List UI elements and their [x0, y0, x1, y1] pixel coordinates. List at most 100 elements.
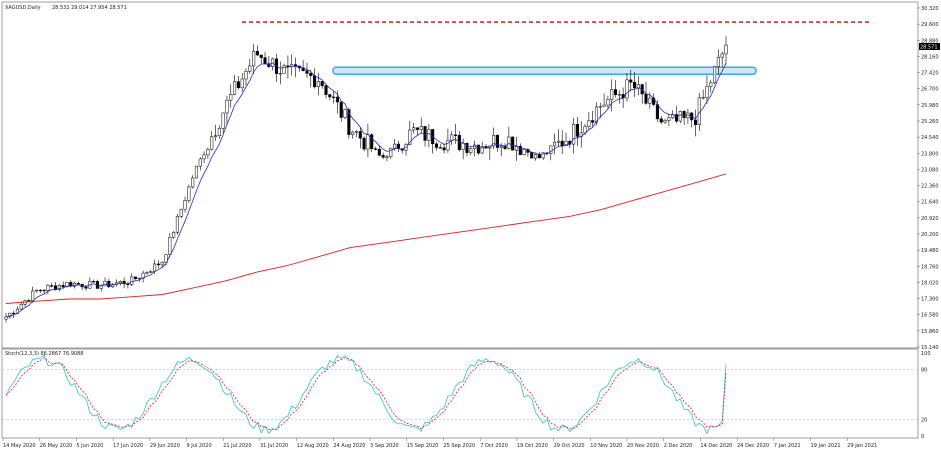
candle-body [389, 147, 393, 158]
candle-body [160, 262, 164, 266]
candle-body [499, 145, 503, 148]
candle-body [674, 114, 679, 122]
candle-body [92, 281, 96, 283]
candle-body [537, 154, 541, 159]
candle-body [164, 254, 168, 263]
candle-body [553, 141, 557, 147]
price-panel-frame [1, 1, 919, 349]
candle-body [648, 97, 652, 104]
oscillator-axis: 100 80 20 0 [921, 351, 931, 440]
time-tick-label: 3 Sep 2020 [370, 443, 399, 449]
candle-body [492, 134, 496, 147]
candle-body [103, 280, 107, 287]
candle-body [587, 120, 591, 127]
candle-body [713, 66, 717, 84]
candle-body [377, 148, 381, 156]
candle-body [602, 104, 606, 107]
candle-body [412, 127, 416, 131]
candle-body [709, 82, 713, 87]
oscillator-level-label: 20 [921, 417, 927, 423]
time-tick-label: 2 Dec 2020 [664, 443, 693, 449]
time-tick-label: 12 Aug 2020 [297, 443, 329, 449]
candle-body [617, 94, 621, 96]
price-tick-label: 25.980 [921, 103, 939, 109]
candle-body [324, 85, 328, 95]
candle-body [636, 84, 640, 89]
time-tick-label: 21 Jul 2020 [223, 443, 251, 449]
price-tick-label: 22.360 [921, 184, 939, 190]
candle-body [396, 143, 400, 149]
candle-body [465, 143, 469, 153]
candle-body [705, 86, 709, 98]
candle-body [236, 81, 240, 89]
slow-moving-average-line [5, 173, 727, 304]
oscillator-level-label: 80 [921, 368, 927, 374]
candle-body [183, 200, 187, 210]
candle-body [549, 145, 553, 154]
time-tick-label: 14 Dec 2020 [700, 443, 732, 449]
candle-body [644, 93, 648, 104]
time-tick-label: 31 Jul 2020 [260, 443, 288, 449]
candle-body [252, 51, 256, 67]
candle-body [107, 280, 111, 288]
time-tick-label: 7 Oct 2020 [480, 443, 508, 449]
candle-body [541, 152, 545, 159]
candle-body [31, 290, 35, 301]
candle-body [210, 136, 214, 150]
candle-body [434, 143, 439, 148]
candle-body [446, 139, 450, 151]
candle-body [385, 156, 389, 158]
price-tick-label: 17.300 [921, 297, 939, 303]
time-tick-label: 9 Jul 2020 [187, 443, 212, 449]
candle-body [84, 286, 88, 289]
candle-body [610, 89, 614, 100]
candle-body [244, 71, 248, 80]
price-tick-label: 26.700 [921, 87, 939, 93]
candle-body [293, 64, 298, 67]
candle-body [27, 300, 31, 302]
candle-body [332, 96, 336, 98]
candle-body [716, 56, 720, 67]
candle-body [633, 81, 637, 89]
price-tick-label: 18.020 [921, 280, 939, 286]
candle-body [507, 136, 511, 149]
oscillator-level-label: 0 [921, 434, 924, 440]
candle-body [99, 285, 103, 289]
time-tick-label: 19 Oct 2020 [517, 443, 548, 449]
price-tick-label: 24.540 [921, 135, 939, 141]
price-tick-label: 28.160 [921, 54, 939, 60]
candle-body [137, 277, 141, 280]
candle-body [316, 81, 320, 88]
candle-body [583, 126, 587, 134]
price-tick-label: 25.260 [921, 119, 939, 125]
price-tick-label: 23.800 [921, 151, 939, 157]
time-tick-label: 24 Dec 2020 [737, 443, 769, 449]
candle-body [267, 63, 271, 67]
candle-body [701, 97, 705, 99]
candle-body [118, 281, 122, 284]
candle-body [153, 263, 157, 272]
price-tick-label: 15.860 [921, 329, 939, 335]
candle-body [217, 128, 221, 136]
candle-body [370, 134, 374, 149]
candle-body [46, 285, 50, 291]
candle-body [19, 304, 23, 310]
candle-body [442, 147, 446, 151]
candle-body [233, 81, 237, 95]
candle-body [518, 146, 522, 155]
candle-body [198, 158, 202, 167]
fast-moving-average-line [5, 62, 727, 318]
candle-body [427, 129, 431, 141]
candle-body [347, 109, 351, 135]
candle-body [366, 134, 370, 150]
candle-body [248, 65, 252, 72]
time-tick-label: 29 Oct 2020 [554, 443, 585, 449]
time-tick-label: 7 Jan 2021 [774, 443, 801, 449]
candle-body [598, 106, 602, 108]
candle-body [206, 149, 210, 156]
candle-body [720, 53, 724, 58]
candle-body [263, 57, 267, 64]
chart-ohlc-label: 28.532 29.014 27.954 28.571 [52, 5, 127, 11]
candle-body [335, 96, 339, 103]
